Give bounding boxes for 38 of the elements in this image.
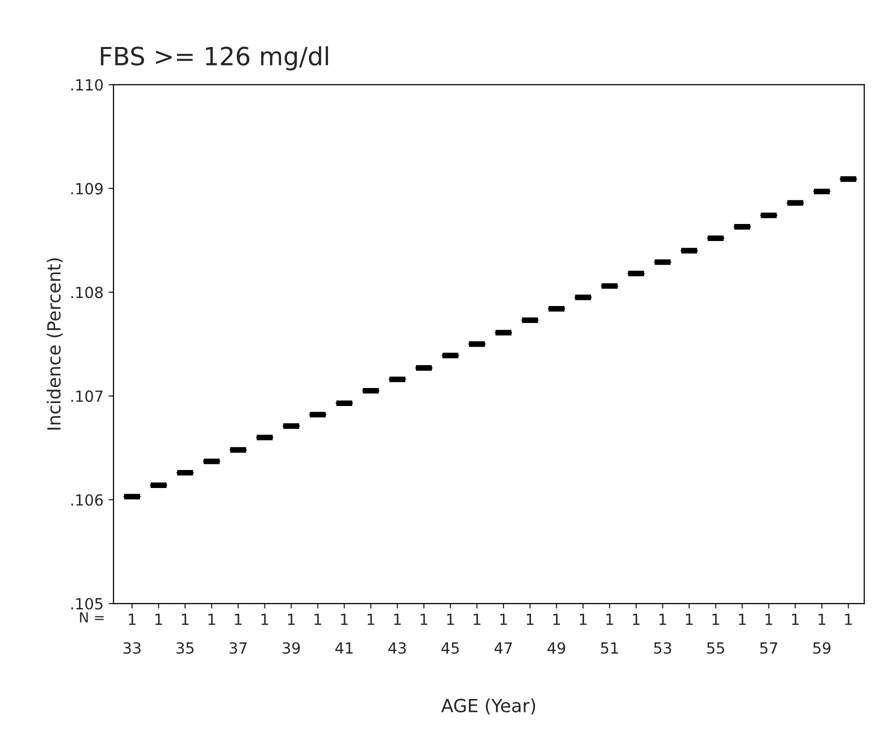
y-tick-label: .109 (71, 182, 103, 194)
text: N = (80, 612, 104, 622)
x-tick-label: 1 (526, 614, 534, 625)
x-tick-label: 1 (845, 614, 852, 625)
y-tick-label: .108 (71, 286, 103, 298)
y-tick-label: .107 (71, 390, 102, 402)
x-tick-label: 1 49 (548, 614, 566, 654)
y-tick-label: .106 (71, 494, 103, 506)
x-tick-label: 1 41 (335, 614, 353, 654)
x-tick-label: 1 47 (494, 614, 512, 654)
x-tick-label: 1 57 (760, 614, 778, 654)
x-tick-label: 1 43 (388, 614, 406, 654)
x-tick-label: 1 (368, 614, 374, 625)
x-tick-label: 1 (632, 614, 640, 625)
y-tick-label: .110 (71, 79, 103, 91)
x-tick-label: 1 (208, 614, 216, 625)
x-tick-label: 1 35 (176, 614, 194, 654)
x-tick-label: 1 (420, 614, 428, 625)
x-tick-label: 1 51 (601, 614, 618, 654)
x-tick-label: 1 (155, 614, 162, 625)
x-tick-label: 1 37 (230, 614, 247, 654)
x-tick-label: 1 (314, 614, 322, 625)
chart-title: FBS >= 126 mg/dl (100, 46, 328, 70)
x-tick-label: 1 (580, 614, 587, 625)
y-axis-title: Incidence (Percent) (46, 258, 63, 430)
x-tick-label: 1 39 (282, 614, 300, 654)
x-tick-label: 1 (792, 614, 799, 625)
x-tick-label: 1 59 (813, 614, 830, 654)
x-tick-label: 1 (262, 614, 268, 625)
x-tick-label: 1 (739, 614, 746, 625)
y-tick-label: .105 (71, 598, 102, 610)
x-tick-label: 1 (474, 614, 480, 625)
x-tick-label: 1 55 (707, 614, 724, 654)
x-tick-label: 1 45 (441, 614, 459, 654)
x-tick-label: 1 (686, 614, 693, 625)
x-tick-label: 1 33 (124, 614, 141, 654)
x-tick-label: 1 53 (654, 614, 672, 654)
x-axis-title: AGE (Year) (441, 698, 536, 715)
